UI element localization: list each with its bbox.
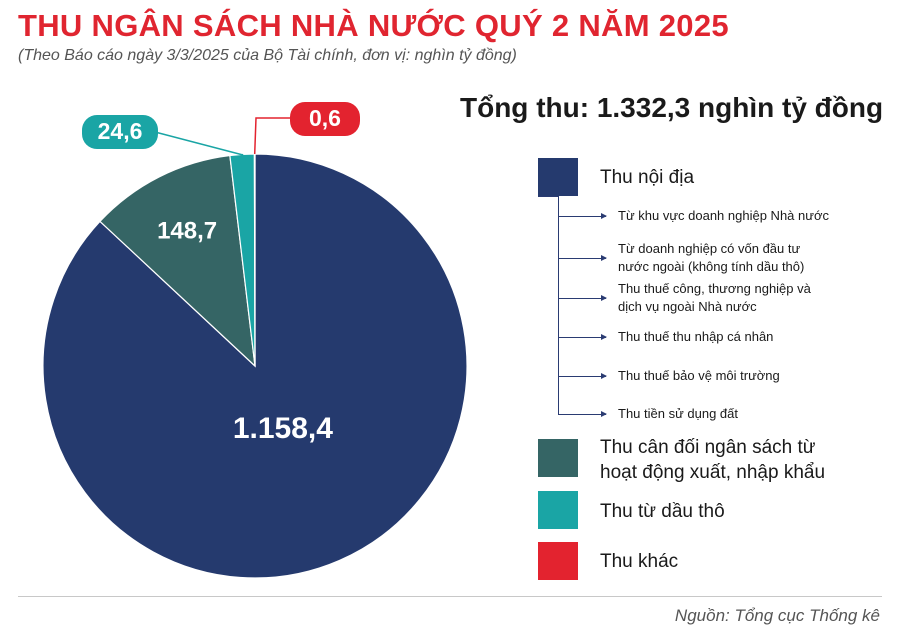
callout-leader-line [154, 131, 244, 156]
total-revenue-label: Tổng thu: 1.332,3 nghìn tỷ đồng [460, 92, 884, 123]
sub-item-land-use: Thu tiền sử dụng đất [558, 404, 848, 424]
legend-label-domestic: Thu nội địa [600, 167, 695, 188]
sub-arrow [558, 373, 607, 379]
slice-value-label: 148,7 [157, 218, 217, 245]
callout-value-label: 0,6 [309, 105, 341, 131]
sub-label: Thu thuế bảo vệ môi trường [618, 368, 780, 383]
footer-divider [18, 596, 882, 597]
callout-leader-line [253, 117, 290, 155]
sub-label: Từ doanh nghiệp có vốn đầu tư nước ngoài… [618, 241, 805, 274]
legend-swatch-domestic [538, 158, 578, 196]
legend-swatch-crude-oil [538, 491, 578, 529]
callout-crude-oil: 24,6 [82, 115, 244, 156]
source-note: Nguồn: Tổng cục Thống kê [674, 606, 880, 625]
sub-item-personal-income-tax: Thu thuế thu nhập cá nhân [558, 327, 848, 347]
callout-badge [290, 102, 360, 136]
chart-title: THU NGÂN SÁCH NHÀ NƯỚC QUÝ 2 NĂM 2025 [18, 8, 729, 43]
legend-label-other: Thu khác [600, 551, 679, 572]
callout-other: 0,6 [253, 102, 360, 155]
chart-subtitle: (Theo Báo cáo ngày 3/3/2025 của Bộ Tài c… [18, 47, 517, 64]
sub-label: Thu tiền sử dụng đất [618, 406, 739, 421]
sub-item-fdi: Từ doanh nghiệp có vốn đầu tư nước ngoài… [558, 240, 848, 276]
sub-item-state-enterprise: Từ khu vực doanh nghiệp Nhà nước [558, 206, 848, 226]
sub-arrow [558, 295, 607, 301]
sub-arrow [558, 334, 607, 340]
legend-label-import-export: Thu cân đối ngân sách từ hoạt động xuất,… [600, 437, 826, 483]
slice-import-export [99, 154, 256, 368]
legend-label-crude-oil: Thu từ dầu thô [600, 501, 725, 522]
legend-swatch-import-export [538, 439, 578, 477]
sub-item-nonstate-tax: Thu thuế công, thương nghiệp và dịch vụ … [558, 280, 848, 316]
sub-arrow [558, 213, 607, 219]
sub-label: Thu thuế thu nhập cá nhân [618, 329, 774, 344]
sub-arrow [558, 255, 607, 261]
callout-value-label: 24,6 [98, 118, 143, 144]
slice-other [253, 153, 256, 367]
sub-item-environment-tax: Thu thuế bảo vệ môi trường [558, 366, 848, 386]
sub-label: Từ khu vực doanh nghiệp Nhà nước [618, 208, 829, 223]
legend-tree-connector [538, 196, 559, 197]
slice-value-label: 1.158,4 [233, 412, 333, 445]
legend-swatch-other [538, 542, 578, 580]
sub-label: Thu thuế công, thương nghiệp và dịch vụ … [618, 281, 811, 314]
callout-badge [82, 115, 158, 149]
sub-arrow [558, 411, 607, 417]
legend-tree-line [558, 196, 559, 414]
